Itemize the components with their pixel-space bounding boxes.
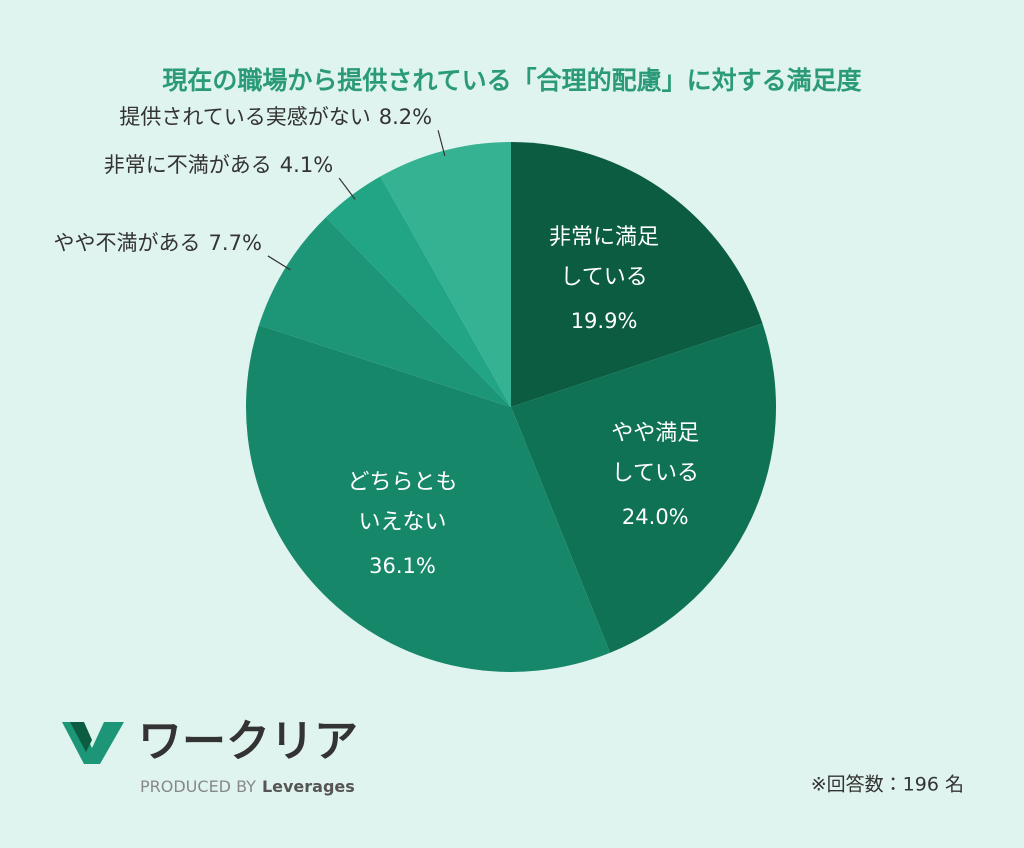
value-label: 24.0% xyxy=(622,505,689,529)
chart-title: 現在の職場から提供されている「合理的配慮」に対する満足度 xyxy=(162,66,861,95)
pie-slice xyxy=(258,217,511,407)
note: ※回答数：196 名 xyxy=(811,774,964,796)
slice-label: 非常に満足 xyxy=(549,225,659,250)
leader-line xyxy=(267,255,291,271)
produced-by: PRODUCED BY xyxy=(140,777,256,796)
slice-label: やや満足 xyxy=(611,421,699,446)
outside-label: やや不満がある 7.7% xyxy=(54,231,262,255)
slice-label: している xyxy=(612,461,699,486)
pie: 非常に満足している19.9%やや満足している24.0%どちらともいえない36.1… xyxy=(54,105,776,672)
pie-slice xyxy=(325,176,511,407)
pie-slice xyxy=(511,323,776,653)
logo-icon-shade xyxy=(70,722,92,752)
logo-name: ワークリア xyxy=(138,716,358,767)
outside-label: 提供されている実感がない 8.2% xyxy=(119,105,432,129)
category-label: 非常に不満がある xyxy=(104,153,272,177)
category-label: やや不満がある xyxy=(54,231,201,255)
logo-credit: PRODUCED BY Leverages xyxy=(140,777,355,796)
slice-label: している xyxy=(560,265,647,290)
leader-line xyxy=(437,130,446,157)
value-label: 19.9% xyxy=(571,309,638,333)
value-label: 7.7% xyxy=(209,231,262,255)
outside-label: 非常に不満がある 4.1% xyxy=(104,153,333,177)
slice-label: いえない xyxy=(359,510,447,535)
company: Leverages xyxy=(262,777,355,796)
category-label: 提供されている実感がない xyxy=(119,105,370,129)
value-label: 4.1% xyxy=(280,153,333,177)
pie-slice xyxy=(246,325,611,672)
slice-label: どちらとも xyxy=(348,470,458,495)
logo: ワークリア PRODUCED BY Leverages xyxy=(62,716,358,796)
leader-line xyxy=(338,177,356,200)
pie-slice xyxy=(511,142,763,407)
value-label: 36.1% xyxy=(369,554,436,578)
pie-slice xyxy=(380,142,511,407)
value-label: 8.2% xyxy=(379,105,432,129)
